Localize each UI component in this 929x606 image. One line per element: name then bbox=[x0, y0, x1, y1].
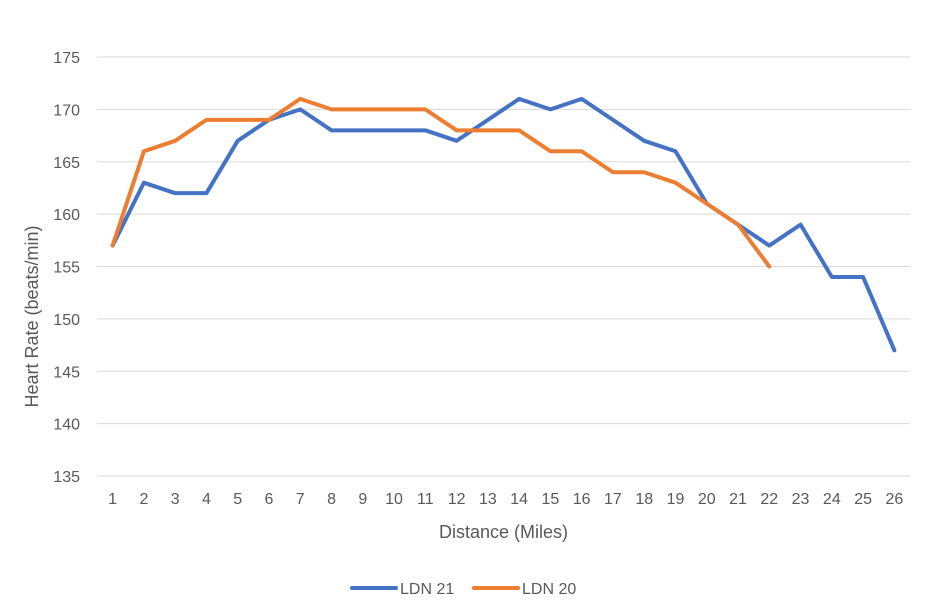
x-tick-label: 24 bbox=[823, 491, 841, 508]
x-tick-label: 5 bbox=[233, 491, 242, 508]
x-tick-label: 25 bbox=[854, 491, 872, 508]
x-tick-label: 2 bbox=[139, 491, 148, 508]
x-tick-label: 12 bbox=[448, 491, 466, 508]
x-tick-label: 13 bbox=[479, 491, 497, 508]
series-line-ldn-20 bbox=[110, 96, 772, 269]
y-tick-label: 135 bbox=[53, 469, 80, 486]
y-tick-label: 165 bbox=[53, 155, 80, 172]
x-axis-title: Distance (Miles) bbox=[439, 522, 568, 542]
x-axis-ticks: 1 2 3 4 5 6 7 8 9 10 11 12 13 14 15 16 17 18 19 20 21 22 23 24 2… bbox=[108, 491, 903, 508]
legend-label: LDN 20 bbox=[522, 581, 576, 598]
y-tick-label: 175 bbox=[53, 50, 80, 67]
x-tick-label: 8 bbox=[327, 491, 336, 508]
x-tick-label: 19 bbox=[667, 491, 685, 508]
x-tick-label: 9 bbox=[358, 491, 367, 508]
x-tick-label: 1 bbox=[108, 491, 117, 508]
x-tick-label: 15 bbox=[542, 491, 560, 508]
series-line-ldn-21 bbox=[110, 96, 897, 353]
x-tick-label: 21 bbox=[729, 491, 747, 508]
y-tick-label: 145 bbox=[53, 364, 80, 381]
y-tick-label: 170 bbox=[53, 102, 80, 119]
x-tick-label: 26 bbox=[885, 491, 903, 508]
x-tick-label: 10 bbox=[385, 491, 403, 508]
x-tick-label: 16 bbox=[573, 491, 591, 508]
x-tick-label: 14 bbox=[510, 491, 528, 508]
x-tick-label: 22 bbox=[760, 491, 778, 508]
x-tick-label: 23 bbox=[792, 491, 810, 508]
y-tick-label: 150 bbox=[53, 312, 80, 329]
gridlines bbox=[97, 56, 910, 477]
x-tick-label: 11 bbox=[417, 491, 434, 508]
x-tick-label: 20 bbox=[698, 491, 716, 508]
x-tick-label: 18 bbox=[635, 491, 653, 508]
legend-label: LDN 21 bbox=[400, 581, 454, 598]
x-tick-label: 3 bbox=[171, 491, 180, 508]
series-lines bbox=[110, 96, 897, 353]
y-axis-ticks: 135 140 145 150 155 160 165 170 175 bbox=[53, 50, 80, 486]
y-tick-label: 155 bbox=[53, 260, 80, 277]
x-tick-label: 7 bbox=[296, 491, 305, 508]
x-tick-label: 17 bbox=[604, 491, 622, 508]
y-tick-label: 160 bbox=[53, 207, 80, 224]
y-tick-label: 140 bbox=[53, 417, 80, 434]
x-tick-label: 4 bbox=[202, 491, 211, 508]
x-tick-label: 6 bbox=[265, 491, 274, 508]
y-axis-title: Heart Rate (beats/min) bbox=[22, 225, 42, 407]
legend: LDN 21 LDN 20 bbox=[350, 581, 576, 598]
